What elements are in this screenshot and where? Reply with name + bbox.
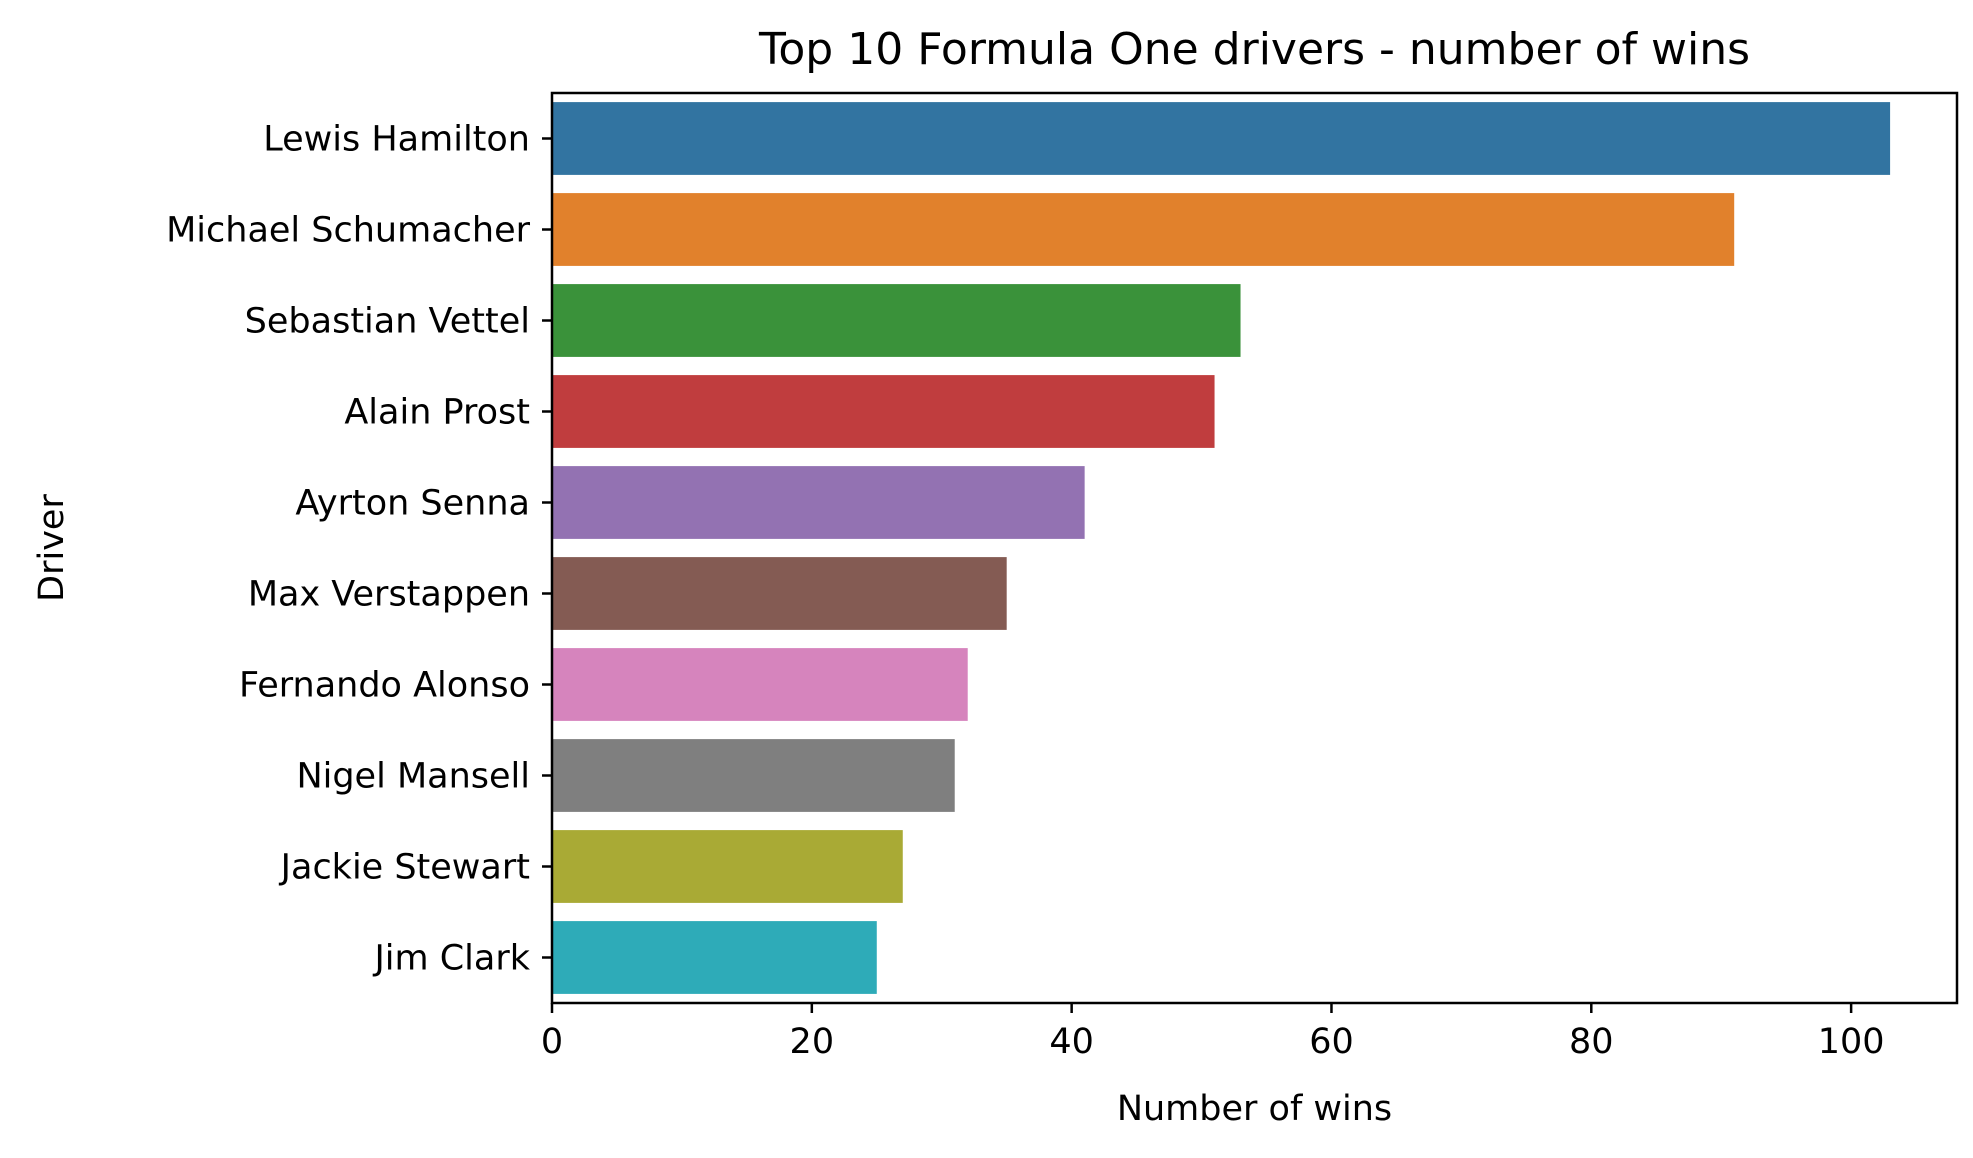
y-tick-label: Jackie Stewart [279,848,530,888]
bar-nigel-mansell [552,739,955,812]
bar-jackie-stewart [552,830,903,903]
bar-ayrton-senna [552,466,1085,539]
y-axis-label: Driver [32,494,72,602]
bar-michael-schumacher [552,193,1735,266]
y-tick-label: Fernando Alonso [239,666,530,706]
bar-lewis-hamilton [552,102,1891,175]
y-tick-label: Alain Prost [344,393,530,433]
y-tick-label: Ayrton Senna [295,484,530,524]
x-tick-label: 80 [1569,1022,1614,1062]
bar-sebastian-vettel [552,284,1241,357]
bar-fernando-alonso [552,648,968,721]
x-axis-label: Number of wins [1117,1089,1392,1129]
y-tick-label: Sebastian Vettel [245,302,530,342]
bar-alain-prost [552,375,1215,448]
x-axis-ticks: 0 20 40 60 80 100 [541,1003,1885,1062]
y-tick-label: Nigel Mansell [296,757,530,797]
x-tick-label: 60 [1309,1022,1354,1062]
bars [552,102,1891,994]
y-tick-label: Michael Schumacher [166,211,531,251]
plot-frame [550,91,1959,1005]
chart-title: Top 10 Formula One drivers - number of w… [758,24,1750,75]
y-tick-label: Lewis Hamilton [263,120,530,160]
y-tick-label: Max Verstappen [248,575,530,615]
bar-jim-clark [552,921,877,994]
x-tick-label: 100 [1818,1022,1885,1062]
bar-max-verstappen [552,557,1007,630]
x-tick-label: 20 [790,1022,835,1062]
y-axis-ticks: Lewis Hamilton Michael Schumacher Sebastia… [166,120,552,979]
x-tick-label: 0 [541,1022,563,1062]
y-tick-label: Jim Clark [372,939,530,979]
x-tick-label: 40 [1049,1022,1094,1062]
